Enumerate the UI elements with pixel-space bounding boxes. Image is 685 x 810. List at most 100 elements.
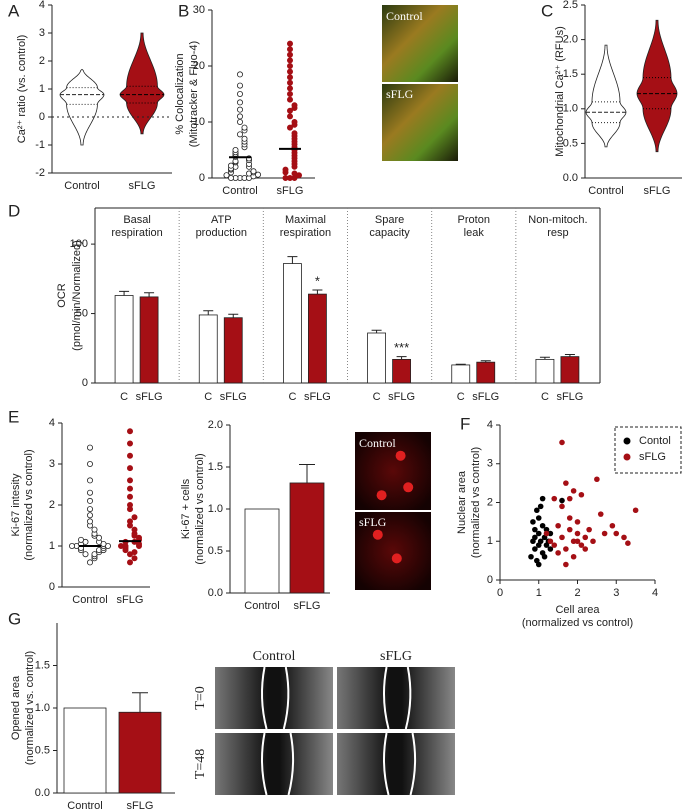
- data-point: [227, 162, 234, 169]
- data-point: [87, 477, 94, 484]
- wound-edge: [261, 732, 268, 796]
- data-point: [555, 522, 561, 529]
- data-point: [559, 497, 565, 504]
- x-tick-label: sFLG: [136, 391, 163, 403]
- y-tick-label: 0: [49, 581, 55, 593]
- bar: [114, 295, 134, 384]
- micrograph: [337, 733, 455, 795]
- group-title: respiration: [280, 227, 331, 239]
- y-tick-label: 2.5: [563, 0, 578, 11]
- data-point: [127, 501, 134, 508]
- y-tick-label: 50: [76, 307, 88, 319]
- data-point: [236, 99, 243, 106]
- y-tick-label: 0: [82, 377, 88, 389]
- y-tick-label: 100: [70, 238, 88, 250]
- data-point: [543, 526, 550, 533]
- significance: *: [315, 273, 320, 288]
- data-point: [570, 488, 577, 494]
- data-point: [566, 526, 573, 533]
- data-point: [574, 519, 581, 525]
- x-tick-label: C: [204, 391, 212, 403]
- y-tick-label: 10: [193, 116, 205, 128]
- y-tick-label: 3: [49, 458, 55, 470]
- panel-label: B: [178, 1, 189, 20]
- y-tick-label: 0: [487, 574, 493, 586]
- data-point: [563, 561, 569, 568]
- micrograph: [215, 733, 333, 795]
- bar: [367, 332, 386, 384]
- wound-edge: [404, 666, 412, 730]
- group-title: Basal: [123, 214, 151, 226]
- x-tick-label: sFLG: [220, 391, 247, 403]
- micrograph: [382, 84, 458, 161]
- y-tick-label: 4: [487, 419, 493, 431]
- bar: [308, 293, 327, 384]
- legend-box: [614, 426, 682, 474]
- data-point: [286, 85, 293, 92]
- data-point: [578, 491, 585, 498]
- x-tick-label: Control: [64, 180, 99, 192]
- group-title: Non-mitoch.: [528, 214, 587, 226]
- error-bar: [228, 313, 239, 318]
- bar: [283, 263, 302, 384]
- error-bar: [287, 256, 298, 264]
- data-point: [563, 480, 569, 486]
- data-point: [127, 465, 134, 472]
- micrograph: [382, 5, 458, 82]
- data-point: [127, 477, 134, 484]
- nucleus: [376, 490, 387, 501]
- x-tick-label: C: [457, 391, 465, 403]
- y-tick-label: 1.0: [208, 503, 223, 515]
- data-point: [291, 102, 298, 109]
- x-tick-label: sFLG: [127, 800, 154, 810]
- violin: [119, 32, 165, 135]
- y-axis-label: OCR: [56, 283, 68, 308]
- data-point: [570, 553, 577, 560]
- violin: [636, 19, 678, 153]
- data-point: [87, 460, 94, 467]
- y-tick-label: 1.5: [563, 68, 578, 80]
- image-row-label: T=48: [193, 749, 208, 779]
- wound-edge: [383, 732, 390, 796]
- data-point: [127, 518, 134, 525]
- micrograph: [355, 512, 431, 590]
- data-point: [82, 551, 89, 558]
- image-label: sFLG: [386, 87, 414, 101]
- x-tick-label: Control: [588, 185, 623, 197]
- nucleus: [391, 553, 402, 564]
- data-point: [559, 439, 565, 446]
- x-tick-label: sFLG: [117, 594, 144, 606]
- data-point: [286, 63, 293, 70]
- y-tick-label: 0.0: [208, 587, 223, 599]
- y-axis-label: Ki-67 + cells: [180, 478, 192, 539]
- x-tick-label: Control: [67, 800, 102, 810]
- data-point: [236, 91, 243, 98]
- panel-label: E: [8, 407, 19, 426]
- panel-label: A: [8, 1, 20, 20]
- data-point: [131, 514, 138, 521]
- data-point: [582, 534, 589, 541]
- data-point: [532, 534, 538, 541]
- error-bar: [132, 692, 148, 713]
- micrograph: [337, 667, 455, 729]
- y-tick-label: 1: [487, 535, 493, 547]
- data-point: [541, 553, 548, 560]
- data-point: [547, 546, 554, 552]
- significance: ***: [394, 340, 409, 355]
- panel-label: G: [8, 609, 21, 628]
- data-point: [87, 518, 94, 525]
- y-tick-label: 1.5: [208, 461, 223, 473]
- data-point: [286, 79, 293, 86]
- data-point: [286, 57, 293, 64]
- data-point: [601, 530, 608, 537]
- violin: [585, 44, 627, 148]
- data-point: [286, 74, 293, 81]
- wound-edge: [287, 732, 295, 796]
- data-point: [286, 113, 293, 120]
- x-tick-label: sFLG: [644, 185, 671, 197]
- violin: [59, 68, 105, 146]
- data-point: [286, 68, 293, 75]
- y-tick-label: 0.5: [35, 744, 50, 756]
- data-point: [559, 503, 565, 510]
